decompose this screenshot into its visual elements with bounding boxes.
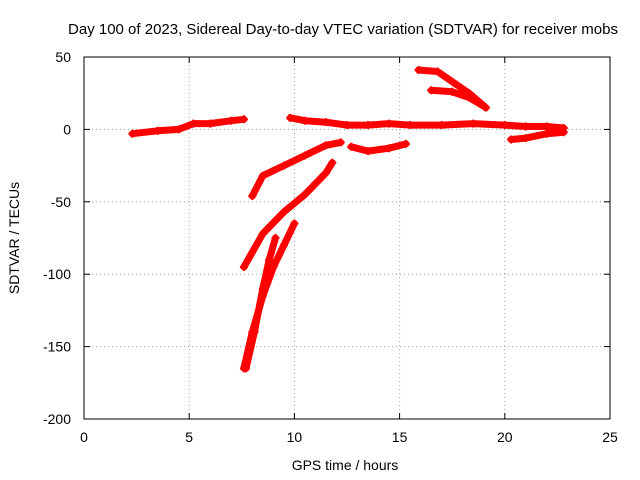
y-tick-label: -150 (43, 339, 71, 355)
data-point (542, 122, 551, 131)
data-point (559, 128, 568, 137)
data-point (128, 129, 137, 138)
data-point (385, 144, 394, 153)
data-point (300, 151, 309, 160)
grid (84, 57, 610, 419)
chart-title: Day 100 of 2023, Sidereal Day-to-day VTE… (68, 21, 618, 38)
axis-ticks (83, 56, 611, 420)
series-arc-3 (248, 138, 345, 201)
data-point (258, 171, 267, 180)
data-point (328, 158, 337, 167)
data-point (406, 121, 415, 130)
data-point (174, 125, 183, 134)
data-point (448, 77, 457, 86)
data-point (300, 190, 309, 199)
plot-series (128, 66, 568, 373)
data-point (507, 135, 516, 144)
data-point (347, 142, 356, 151)
data-point (542, 129, 551, 138)
data-point (521, 134, 530, 143)
data-point (469, 119, 478, 128)
x-axis-label: GPS time / hours (292, 457, 399, 473)
y-tick-label: -100 (43, 266, 71, 282)
data-point (385, 119, 394, 128)
y-tick-label: -200 (43, 411, 71, 427)
data-point (479, 102, 488, 111)
data-point (227, 116, 236, 125)
data-point (500, 121, 509, 130)
data-point (242, 364, 251, 373)
data-point (206, 119, 215, 128)
data-point (414, 66, 423, 75)
data-point (427, 86, 436, 95)
data-point (433, 67, 442, 76)
series-line (240, 159, 336, 271)
series-line (427, 86, 488, 110)
x-tick-label: 25 (602, 429, 618, 445)
y-axis-label: SDTVAR / TECUs (6, 182, 22, 294)
data-point (300, 116, 309, 125)
x-tick-label: 20 (497, 429, 513, 445)
series-line (128, 115, 248, 138)
series-arc-10 (242, 234, 280, 373)
data-point (321, 141, 330, 150)
series-arc-2 (286, 113, 568, 132)
data-point (258, 229, 267, 238)
series-arc-6 (427, 86, 488, 111)
data-point (321, 118, 330, 127)
x-tick-labels: 0 5 10 15 20 25 (80, 429, 618, 445)
data-point (265, 255, 274, 264)
y-tick-labels: 50 0 -50 -100 -150 -200 (43, 49, 71, 427)
data-point (250, 328, 259, 337)
x-tick-label: 5 (185, 429, 193, 445)
data-point (401, 139, 410, 148)
data-point (153, 126, 162, 135)
data-point (189, 119, 198, 128)
data-point (248, 192, 257, 201)
data-point (258, 284, 267, 293)
data-point (321, 168, 330, 177)
x-tick-label: 10 (287, 429, 303, 445)
data-point (521, 122, 530, 131)
series-arc-7 (507, 128, 568, 144)
y-tick-label: -50 (51, 194, 71, 210)
series-line (507, 128, 568, 143)
data-point (290, 219, 299, 228)
data-point (279, 207, 288, 216)
data-point (286, 113, 295, 122)
y-tick-label: 50 (55, 49, 71, 65)
data-point (239, 115, 248, 124)
series-arc-8 (239, 158, 337, 271)
data-point (279, 241, 288, 250)
data-point (239, 262, 248, 271)
data-point (279, 161, 288, 170)
data-point (465, 93, 474, 102)
series-line (347, 140, 410, 155)
data-point (336, 138, 345, 147)
series-arc-1 (128, 115, 248, 138)
data-point (271, 234, 280, 242)
series-arc-4 (347, 139, 410, 156)
plot-frame (83, 56, 611, 420)
y-tick-label: 0 (63, 121, 71, 137)
data-point (448, 87, 457, 96)
x-tick-label: 0 (80, 429, 88, 445)
data-point (437, 121, 446, 130)
data-point (343, 121, 351, 130)
x-tick-label: 15 (392, 429, 408, 445)
data-point (364, 147, 373, 156)
data-point (364, 121, 373, 130)
